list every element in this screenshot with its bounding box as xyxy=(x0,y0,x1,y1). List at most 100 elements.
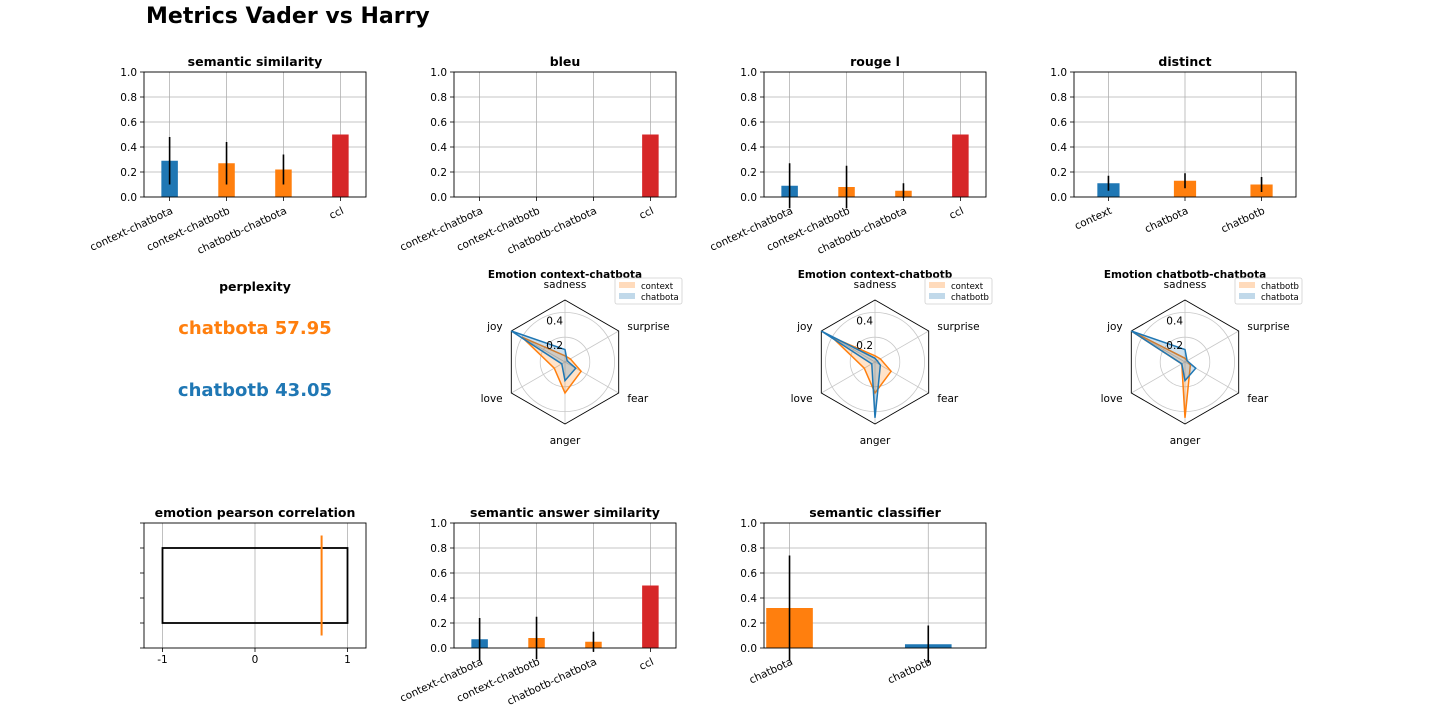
ytick-label: 0.8 xyxy=(1050,92,1067,104)
radar-spoke xyxy=(1184,330,1239,363)
bar-ccl xyxy=(642,585,659,648)
legend-label-chatbotb: chatbotb xyxy=(1261,282,1299,292)
bar-ccl xyxy=(332,134,349,197)
perplexity-chatbota-value: chatbota 57.95 xyxy=(178,318,332,339)
radar-axis-label-anger: anger xyxy=(860,435,891,447)
radar-axis-label-fear: fear xyxy=(937,393,959,405)
correlation-box xyxy=(161,547,349,624)
ytick-label: 1.0 xyxy=(120,67,137,79)
ytick-label: 0.8 xyxy=(430,543,447,555)
ytick-label: 0.4 xyxy=(740,142,757,154)
ytick-label: 0.0 xyxy=(430,643,447,655)
bar-chatbota xyxy=(1173,180,1197,197)
radar-axis-label-sadness: sadness xyxy=(854,279,897,291)
ytick-label: 0.2 xyxy=(740,618,757,630)
xtick-label: -1 xyxy=(157,654,167,666)
legend-box xyxy=(614,277,683,305)
ytick-label: 0.4 xyxy=(430,593,447,605)
ytick-label: 1.0 xyxy=(1050,67,1067,79)
ytick-label: 0.4 xyxy=(1050,142,1067,154)
legend-label-chatbotb: chatbotb xyxy=(951,293,989,303)
radar-axis-label-love: love xyxy=(1101,393,1123,405)
axes-frame xyxy=(453,71,677,198)
radar-series-chatbota xyxy=(1130,330,1197,383)
ytick-label: 1.0 xyxy=(430,67,447,79)
radar-series-chatbota xyxy=(510,330,577,383)
ytick-label: 1.0 xyxy=(740,67,757,79)
chart-title: rouge l xyxy=(850,54,900,69)
bar-ccl xyxy=(642,134,659,197)
ytick-label: 0.6 xyxy=(430,568,447,580)
ytick-label: 0.0 xyxy=(430,192,447,204)
ytick-label: 0.8 xyxy=(120,92,137,104)
legend-box xyxy=(924,277,993,305)
perplexity-chatbotb-value: chatbotb 43.05 xyxy=(177,380,333,401)
ytick-label: 0.4 xyxy=(740,593,757,605)
radar-spoke xyxy=(511,361,566,394)
chart-semantic-classifier: 0.0 0.2 0.4 0.6 0.8 1.0 chatbota chatbotb semant… xyxy=(740,505,987,687)
xtick-label-context: context xyxy=(1073,205,1114,233)
xtick-label-ccl: ccl xyxy=(327,205,345,222)
chart-title: Emotion context-chatbota xyxy=(488,269,642,281)
xtick-label-chatbotb: chatbotb xyxy=(1219,205,1267,236)
xtick-label-chatbota: chatbota xyxy=(1143,205,1190,236)
axes-frame xyxy=(453,522,677,649)
ytick-label: 1.0 xyxy=(430,518,447,530)
radar-axis-label-joy: joy xyxy=(486,321,503,333)
axes-frame xyxy=(763,522,987,649)
radar-axis-label-sadness: sadness xyxy=(1164,279,1207,291)
radar-rtick-label: 0.4 xyxy=(856,315,873,327)
legend-swatch-chatbotb xyxy=(929,293,945,299)
ytick-label: 0.0 xyxy=(740,192,757,204)
radar-rtick-label: 0.2 xyxy=(546,340,563,352)
radar-rtick-label: 0.4 xyxy=(546,315,563,327)
radar-axis-label-sadness: sadness xyxy=(544,279,587,291)
xtick-label-ccl: ccl xyxy=(637,656,655,673)
ytick-label: 0.0 xyxy=(1050,192,1067,204)
radar-axis-label-joy: joy xyxy=(1106,321,1123,333)
chart-distinct: 0.0 0.2 0.4 0.6 0.8 1.0 context chatbota chatbot… xyxy=(1050,54,1297,236)
radar-axis-label-fear: fear xyxy=(1247,393,1269,405)
xtick-label-ccl: ccl xyxy=(947,205,965,222)
radar-axis-label-love: love xyxy=(481,393,503,405)
radar-axis-label-anger: anger xyxy=(550,435,581,447)
legend-swatch-chatbota xyxy=(619,293,635,299)
legend-label-chatbota: chatbota xyxy=(1261,293,1299,303)
radar-axis-label-surprise: surprise xyxy=(1247,321,1289,333)
ytick-label: 0.2 xyxy=(430,167,447,179)
radar-axis-label-love: love xyxy=(791,393,813,405)
legend-label-context: context xyxy=(641,282,674,292)
xtick-label: 1 xyxy=(344,654,351,666)
axes-frame xyxy=(763,71,987,198)
xtick-label-chatbota: chatbota xyxy=(747,656,794,687)
chart-title: Emotion context-chatbotb xyxy=(798,269,953,281)
chart-semantic-similarity: 0.00.20.40.60.81.0context-chatbotacontex… xyxy=(88,54,367,257)
radar-rtick-label: 0.2 xyxy=(856,340,873,352)
radar-axis-label-surprise: surprise xyxy=(937,321,979,333)
chart-title: semantic similarity xyxy=(188,54,323,69)
ytick-label: 0.2 xyxy=(120,167,137,179)
radar-rtick-label: 0.2 xyxy=(1166,340,1183,352)
ytick-label: 1.0 xyxy=(740,518,757,530)
ytick-label: 0.6 xyxy=(120,117,137,129)
legend-label-context: context xyxy=(951,282,984,292)
radar-spoke xyxy=(874,361,929,394)
radar-series-chatbotb xyxy=(820,330,882,418)
chart-title: emotion pearson correlation xyxy=(155,505,356,520)
ytick-label: 0.0 xyxy=(120,192,137,204)
perplexity-panel: perplexity chatbota 57.95 chatbotb 43.05 xyxy=(140,270,370,420)
figure-title: Metrics Vader vs Harry xyxy=(146,4,430,29)
ytick-label: 0.6 xyxy=(740,568,757,580)
ytick-label: 0.8 xyxy=(740,543,757,555)
radar-spoke xyxy=(874,330,929,363)
ytick-label: 0.2 xyxy=(430,618,447,630)
chart-emotion-context-chatbotb: 0.2 0.4 sadness surprise fear anger love joy Emo… xyxy=(791,269,993,447)
radar-axis-label-fear: fear xyxy=(627,393,649,405)
ytick-label: 0.6 xyxy=(1050,117,1067,129)
chart-emotion-chatbotb-chatbota: 0.2 0.4 sadness surprise fear anger love joy Emo… xyxy=(1101,269,1303,447)
chart-semantic-answer-similarity: 0.00.20.40.60.81.0context-chatbotacontex… xyxy=(398,505,677,708)
ytick-label: 0.8 xyxy=(430,92,447,104)
xtick-label: 0 xyxy=(252,654,259,666)
